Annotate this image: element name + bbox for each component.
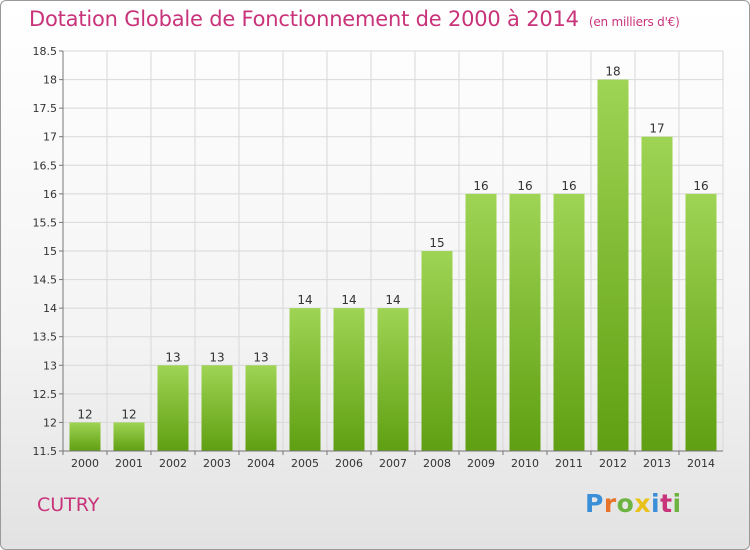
bar-2007 [377, 308, 409, 451]
y-tick-label: 16 [43, 188, 57, 201]
logo-letter: i [651, 489, 661, 518]
bar-2004 [245, 365, 277, 451]
y-tick-label: 17 [43, 131, 57, 144]
bar-2003 [201, 365, 233, 451]
y-tick-label: 15.5 [33, 216, 58, 229]
y-tick-label: 17.5 [33, 102, 58, 115]
logo-letter: o [616, 489, 635, 518]
logo-letter: x [634, 489, 651, 518]
y-tick-label: 13 [43, 359, 57, 372]
bar-2010 [509, 193, 541, 451]
data-label-2003: 13 [209, 350, 224, 364]
bar-2005 [289, 308, 321, 451]
data-label-2004: 13 [253, 350, 268, 364]
data-label-2010: 16 [517, 179, 532, 193]
commune-name: CUTRY [37, 494, 100, 516]
proxiti-logo: Proxiti [585, 489, 682, 518]
bar-2009 [465, 193, 497, 451]
y-tick-label: 16.5 [33, 159, 58, 172]
x-tick-label: 2012 [599, 457, 627, 470]
x-tick-label: 2009 [467, 457, 495, 470]
chart-subtitle: (en milliers d'€) [588, 15, 680, 29]
x-tick-label: 2002 [159, 457, 187, 470]
x-tick-label: 2004 [247, 457, 275, 470]
bar-2008 [421, 251, 453, 451]
data-label-2000: 12 [77, 407, 92, 421]
data-label-2008: 15 [429, 236, 444, 250]
logo-letter: r [603, 489, 617, 518]
y-tick-label: 14.5 [33, 274, 58, 287]
y-tick-label: 11.5 [33, 445, 58, 458]
bar-2002 [157, 365, 189, 451]
x-tick-label: 2011 [555, 457, 583, 470]
data-label-2009: 16 [473, 179, 488, 193]
x-tick-label: 2014 [687, 457, 715, 470]
bar-2006 [333, 308, 365, 451]
logo-letter: i [672, 489, 682, 518]
bar-2012 [597, 79, 629, 452]
x-tick-label: 2001 [115, 457, 143, 470]
x-tick-label: 2007 [379, 457, 407, 470]
x-tick-label: 2013 [643, 457, 671, 470]
x-tick-label: 2010 [511, 457, 539, 470]
data-labels: 12 12 13 13 13 14 14 14 15 16 16 16 18 17 16 [77, 65, 708, 422]
x-tick-label: 2003 [203, 457, 231, 470]
chart-title-text: Dotation Globale de Fonctionnement de 20… [29, 7, 579, 31]
data-label-2001: 12 [121, 407, 136, 421]
data-label-2013: 17 [649, 122, 664, 136]
y-tick-label: 18 [43, 74, 57, 87]
bars [69, 79, 717, 452]
data-label-2011: 16 [561, 179, 576, 193]
bar-2000 [69, 422, 101, 451]
y-tick-label: 13.5 [33, 331, 58, 344]
logo-letter: P [585, 489, 604, 518]
data-label-2002: 13 [165, 350, 180, 364]
data-label-2007: 14 [385, 293, 400, 307]
axes: 11.5 12 12.5 13 13.5 14 14.5 15 15.5 16 16.5 17 17.5… [33, 45, 723, 470]
bar-2011 [553, 193, 585, 451]
y-tick-label: 18.5 [33, 45, 58, 58]
data-label-2014: 16 [693, 179, 708, 193]
chart-title: Dotation Globale de Fonctionnement de 20… [29, 7, 680, 31]
x-tick-label: 2008 [423, 457, 451, 470]
x-tick-label: 2005 [291, 457, 319, 470]
x-tick-label: 2000 [71, 457, 99, 470]
data-label-2012: 18 [605, 65, 620, 79]
bar-2014 [685, 193, 717, 451]
y-tick-label: 15 [43, 245, 57, 258]
logo-letter: t [660, 489, 673, 518]
y-tick-label: 12.5 [33, 388, 58, 401]
y-tick-label: 14 [43, 302, 57, 315]
x-tick-label: 2006 [335, 457, 363, 470]
data-label-2005: 14 [297, 293, 312, 307]
data-label-2006: 14 [341, 293, 356, 307]
y-tick-label: 12 [43, 416, 57, 429]
bar-2013 [641, 136, 673, 451]
bar-2001 [113, 422, 145, 451]
